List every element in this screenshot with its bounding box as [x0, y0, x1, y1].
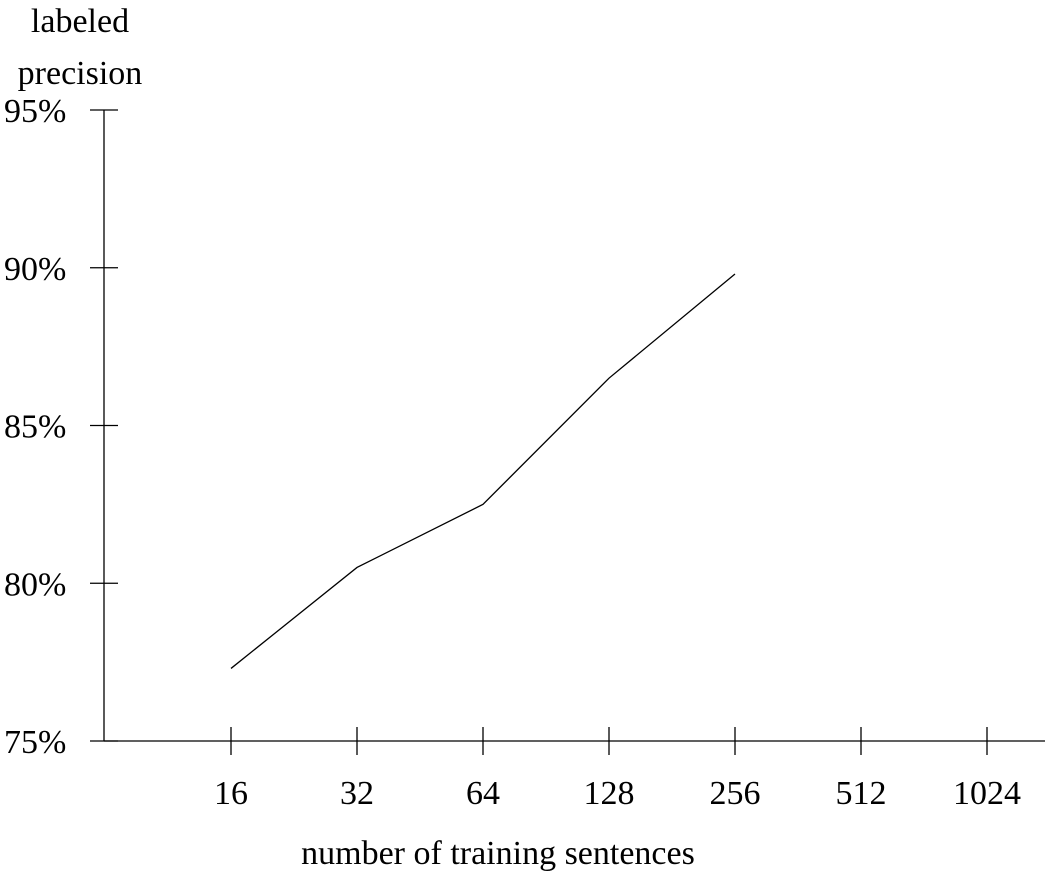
y-axis-title-line-1: labeled: [31, 3, 129, 40]
series-line: [231, 274, 735, 668]
x-tick-label: 256: [710, 775, 761, 812]
y-axis-title: labeled precision: [18, 3, 143, 92]
x-tick-label: 1024: [953, 775, 1021, 812]
x-tick-label: 64: [466, 775, 500, 812]
axes: [104, 110, 1045, 741]
x-tick-label: 512: [836, 775, 887, 812]
x-axis-title: number of training sentences: [301, 835, 695, 872]
y-tick-label: 80%: [4, 566, 66, 603]
y-ticks: 75% 80% 85% 90% 95%: [4, 93, 118, 761]
y-tick-label: 95%: [4, 93, 66, 130]
y-tick-label: 75%: [4, 724, 66, 761]
x-tick-label: 32: [340, 775, 374, 812]
x-tick-label: 16: [214, 775, 248, 812]
x-ticks: 16 32 64 128 256 512 1024: [214, 727, 1021, 812]
series-group: [231, 274, 735, 668]
x-tick-label: 128: [584, 775, 635, 812]
y-tick-label: 90%: [4, 251, 66, 288]
y-axis-title-line-2: precision: [18, 55, 143, 92]
y-tick-label: 85%: [4, 409, 66, 446]
